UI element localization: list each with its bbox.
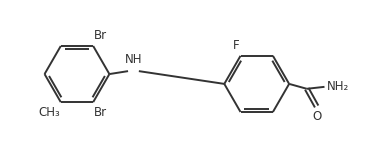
Text: NH₂: NH₂ xyxy=(327,80,349,93)
Text: CH₃: CH₃ xyxy=(38,106,60,119)
Text: Br: Br xyxy=(94,29,107,42)
Text: Br: Br xyxy=(94,106,107,119)
Text: F: F xyxy=(233,39,240,52)
Text: O: O xyxy=(312,110,321,123)
Text: NH: NH xyxy=(125,53,143,66)
